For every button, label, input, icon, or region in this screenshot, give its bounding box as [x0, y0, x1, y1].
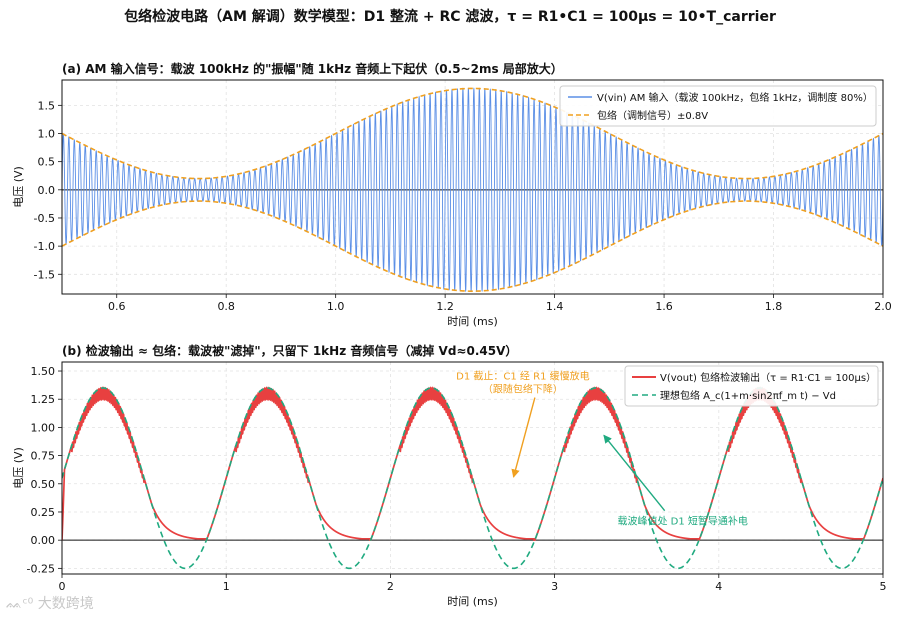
chart-a-xtick-label: 2.0: [874, 300, 892, 313]
chart-b-ytick-label: 0.50: [31, 478, 56, 491]
watermark: ᨐᶜ⁰ 大数跨境: [6, 593, 94, 613]
annotation-green-arrow: [603, 434, 666, 512]
chart-b-ytick-label: 0.00: [31, 534, 56, 547]
chart-a-xtick-label: 0.8: [217, 300, 235, 313]
chart-b-xtick-label: 3: [551, 580, 558, 593]
annotation-green-text: 载波峰值处 D1 短暂导通补电: [617, 515, 747, 528]
watermark-logo-icon: ᨐᶜ⁰: [6, 596, 34, 612]
series-envelope-lower-line: [62, 200, 883, 292]
chart-b-ytick-label: 0.25: [31, 506, 56, 519]
chart-b-xtick-label: 0: [59, 580, 66, 593]
chart-a-legend: [559, 85, 877, 127]
chart-a-xlabel: 时间 (ms): [447, 315, 498, 328]
annotation-orange-arrow: [511, 397, 536, 478]
chart-a-xtick-label: 1.4: [546, 300, 564, 313]
chart-a-ytick-label: 1.0: [38, 128, 56, 141]
chart-b-frame: [61, 361, 884, 575]
chart-a-ytick-label: -1.0: [34, 240, 55, 253]
chart-b-legend: [624, 365, 879, 407]
chart-b-xtick-label: 1: [223, 580, 230, 593]
chart-b-xtick-label: 2: [387, 580, 394, 593]
figure-title: 包络检波电路（AM 解调）数学模型：D1 整流 + RC 滤波，τ = R1•C…: [124, 9, 776, 25]
chart-b-legend-label-ideal: 理想包络 A_c(1+m·sin2πf_m t) − Vd: [660, 389, 836, 402]
chart-a-xtick-label: 1.2: [436, 300, 454, 313]
chart-b-title: (b) 检波输出 ≈ 包络：载波被"滤掉"，只留下 1kHz 音频信号（减掉 V…: [62, 343, 517, 358]
chart-a-ytick-label: 1.5: [38, 99, 56, 112]
watermark-text: 大数跨境: [37, 596, 94, 612]
chart-a-title: (a) AM 输入信号：载波 100kHz 的"振幅"随 1kHz 音频上下起伏…: [62, 61, 563, 76]
chart-b-ytick-label: 1.25: [31, 393, 56, 406]
annotation-orange-text: （跟随包络下降）: [483, 383, 563, 396]
chart-b-xtick-label: 5: [880, 580, 887, 593]
chart-b-ytick-label: 1.50: [31, 365, 56, 378]
series-vout-line: [62, 386, 883, 542]
chart-a-legend-label-envelope: 包络（调制信号）±0.8V: [597, 109, 708, 122]
chart-a-ylabel: 电压 (V): [12, 166, 25, 208]
chart-a-ytick-label: 0.5: [38, 156, 56, 169]
series-envelope-upper-line: [62, 87, 883, 180]
chart-b-xtick-label: 4: [715, 580, 722, 593]
chart-a-frame: [61, 79, 884, 295]
chart-a-xtick-label: 1.6: [655, 300, 673, 313]
chart-a-ytick-label: 0.0: [38, 184, 56, 197]
chart-a-ytick-label: -1.5: [34, 268, 55, 281]
chart-b-ylabel: 电压 (V): [12, 447, 25, 489]
chart-a-ytick-label: -0.5: [34, 212, 55, 225]
annotation-orange-text: D1 截止：C1 经 R1 缓慢放电: [456, 370, 589, 383]
series-vin-line: [62, 87, 883, 293]
chart-a-xtick-label: 0.6: [108, 300, 126, 313]
chart-a-xtick-label: 1.0: [327, 300, 345, 313]
chart-b-ytick-label: 1.00: [31, 421, 56, 434]
chart-b-ytick-label: -0.25: [27, 562, 55, 575]
chart-b-ytick-label: 0.75: [31, 450, 56, 463]
chart-a-legend-label-vin: V(vin) AM 输入（载波 100kHz，包络 1kHz，调制度 80%）: [597, 91, 873, 104]
chart-a-xtick-label: 1.8: [765, 300, 783, 313]
chart-b-legend-label-vout: V(vout) 包络检波输出（τ = R1·C1 = 100μs）: [660, 371, 876, 384]
chart-b-xlabel: 时间 (ms): [447, 595, 498, 608]
